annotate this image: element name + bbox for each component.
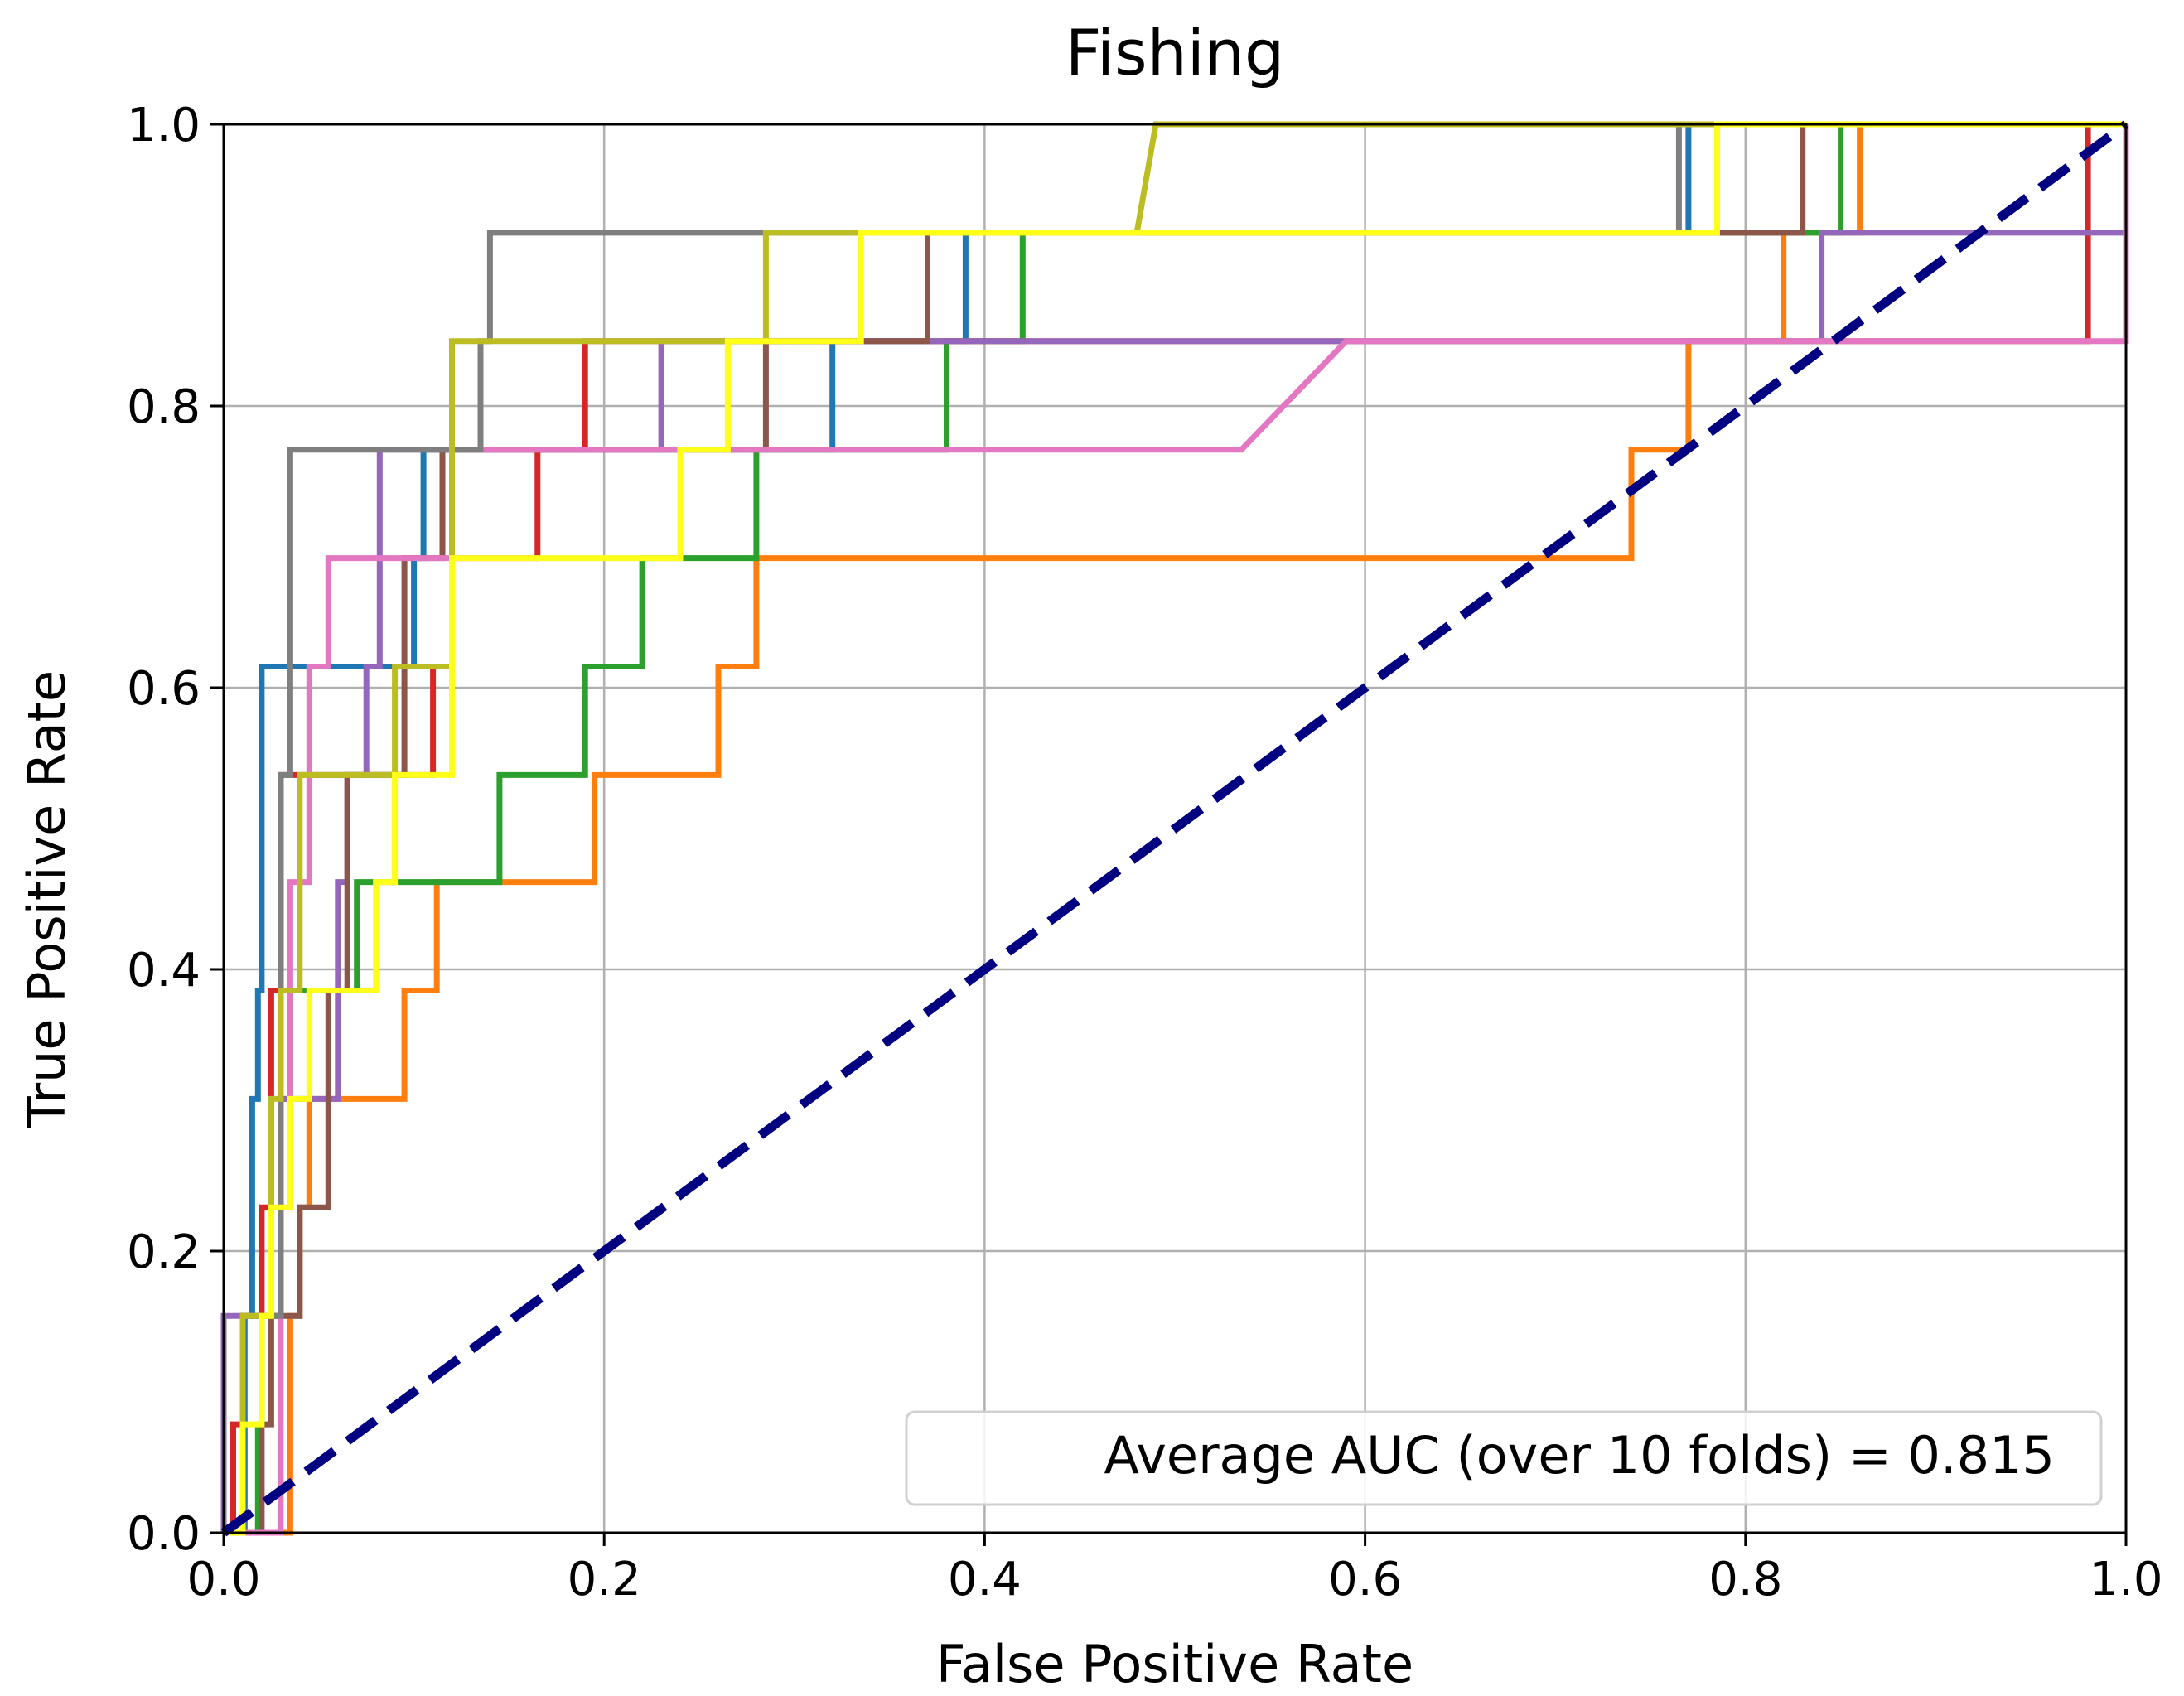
axis-ticks: 0.0 0.2 0.4 0.6 0.8 1.0 0.0 0.2 0.4 0.6 0.8 1.0 [127,99,2163,1607]
x-tick-label: 0.4 [948,1553,1022,1607]
x-tick-label: 1.0 [2089,1553,2162,1607]
plot-frame [222,123,2128,1534]
legend: Average AUC (over 10 folds) = 0.815 [905,1410,2103,1506]
y-tick-label: 0.0 [127,1507,201,1561]
y-tick-label: 0.8 [127,380,201,434]
grid-lines [222,123,2128,1534]
x-tick-label: 0.2 [568,1553,641,1607]
roc-curves [220,120,2129,1537]
y-tick-label: 0.6 [127,662,201,716]
chance-diagonal-line [220,120,2129,1537]
y-tick-label: 1.0 [127,99,201,152]
y-axis-label: True Positive Rate [17,670,77,1128]
y-tick-label: 0.2 [127,1225,201,1279]
x-tick-label: 0.8 [1708,1553,1782,1607]
y-tick-label: 0.4 [127,944,201,998]
legend-auc-text: Average AUC (over 10 folds) = 0.815 [1104,1425,2055,1486]
roc-curve-fold-10 [224,121,2126,1536]
x-tick-label: 0.0 [186,1553,260,1607]
x-axis-label: False Positive Rate [936,1634,1413,1694]
legend-box [905,1410,2103,1506]
chart-title: Fishing [1065,16,1285,89]
x-tick-label: 0.6 [1328,1553,1402,1607]
